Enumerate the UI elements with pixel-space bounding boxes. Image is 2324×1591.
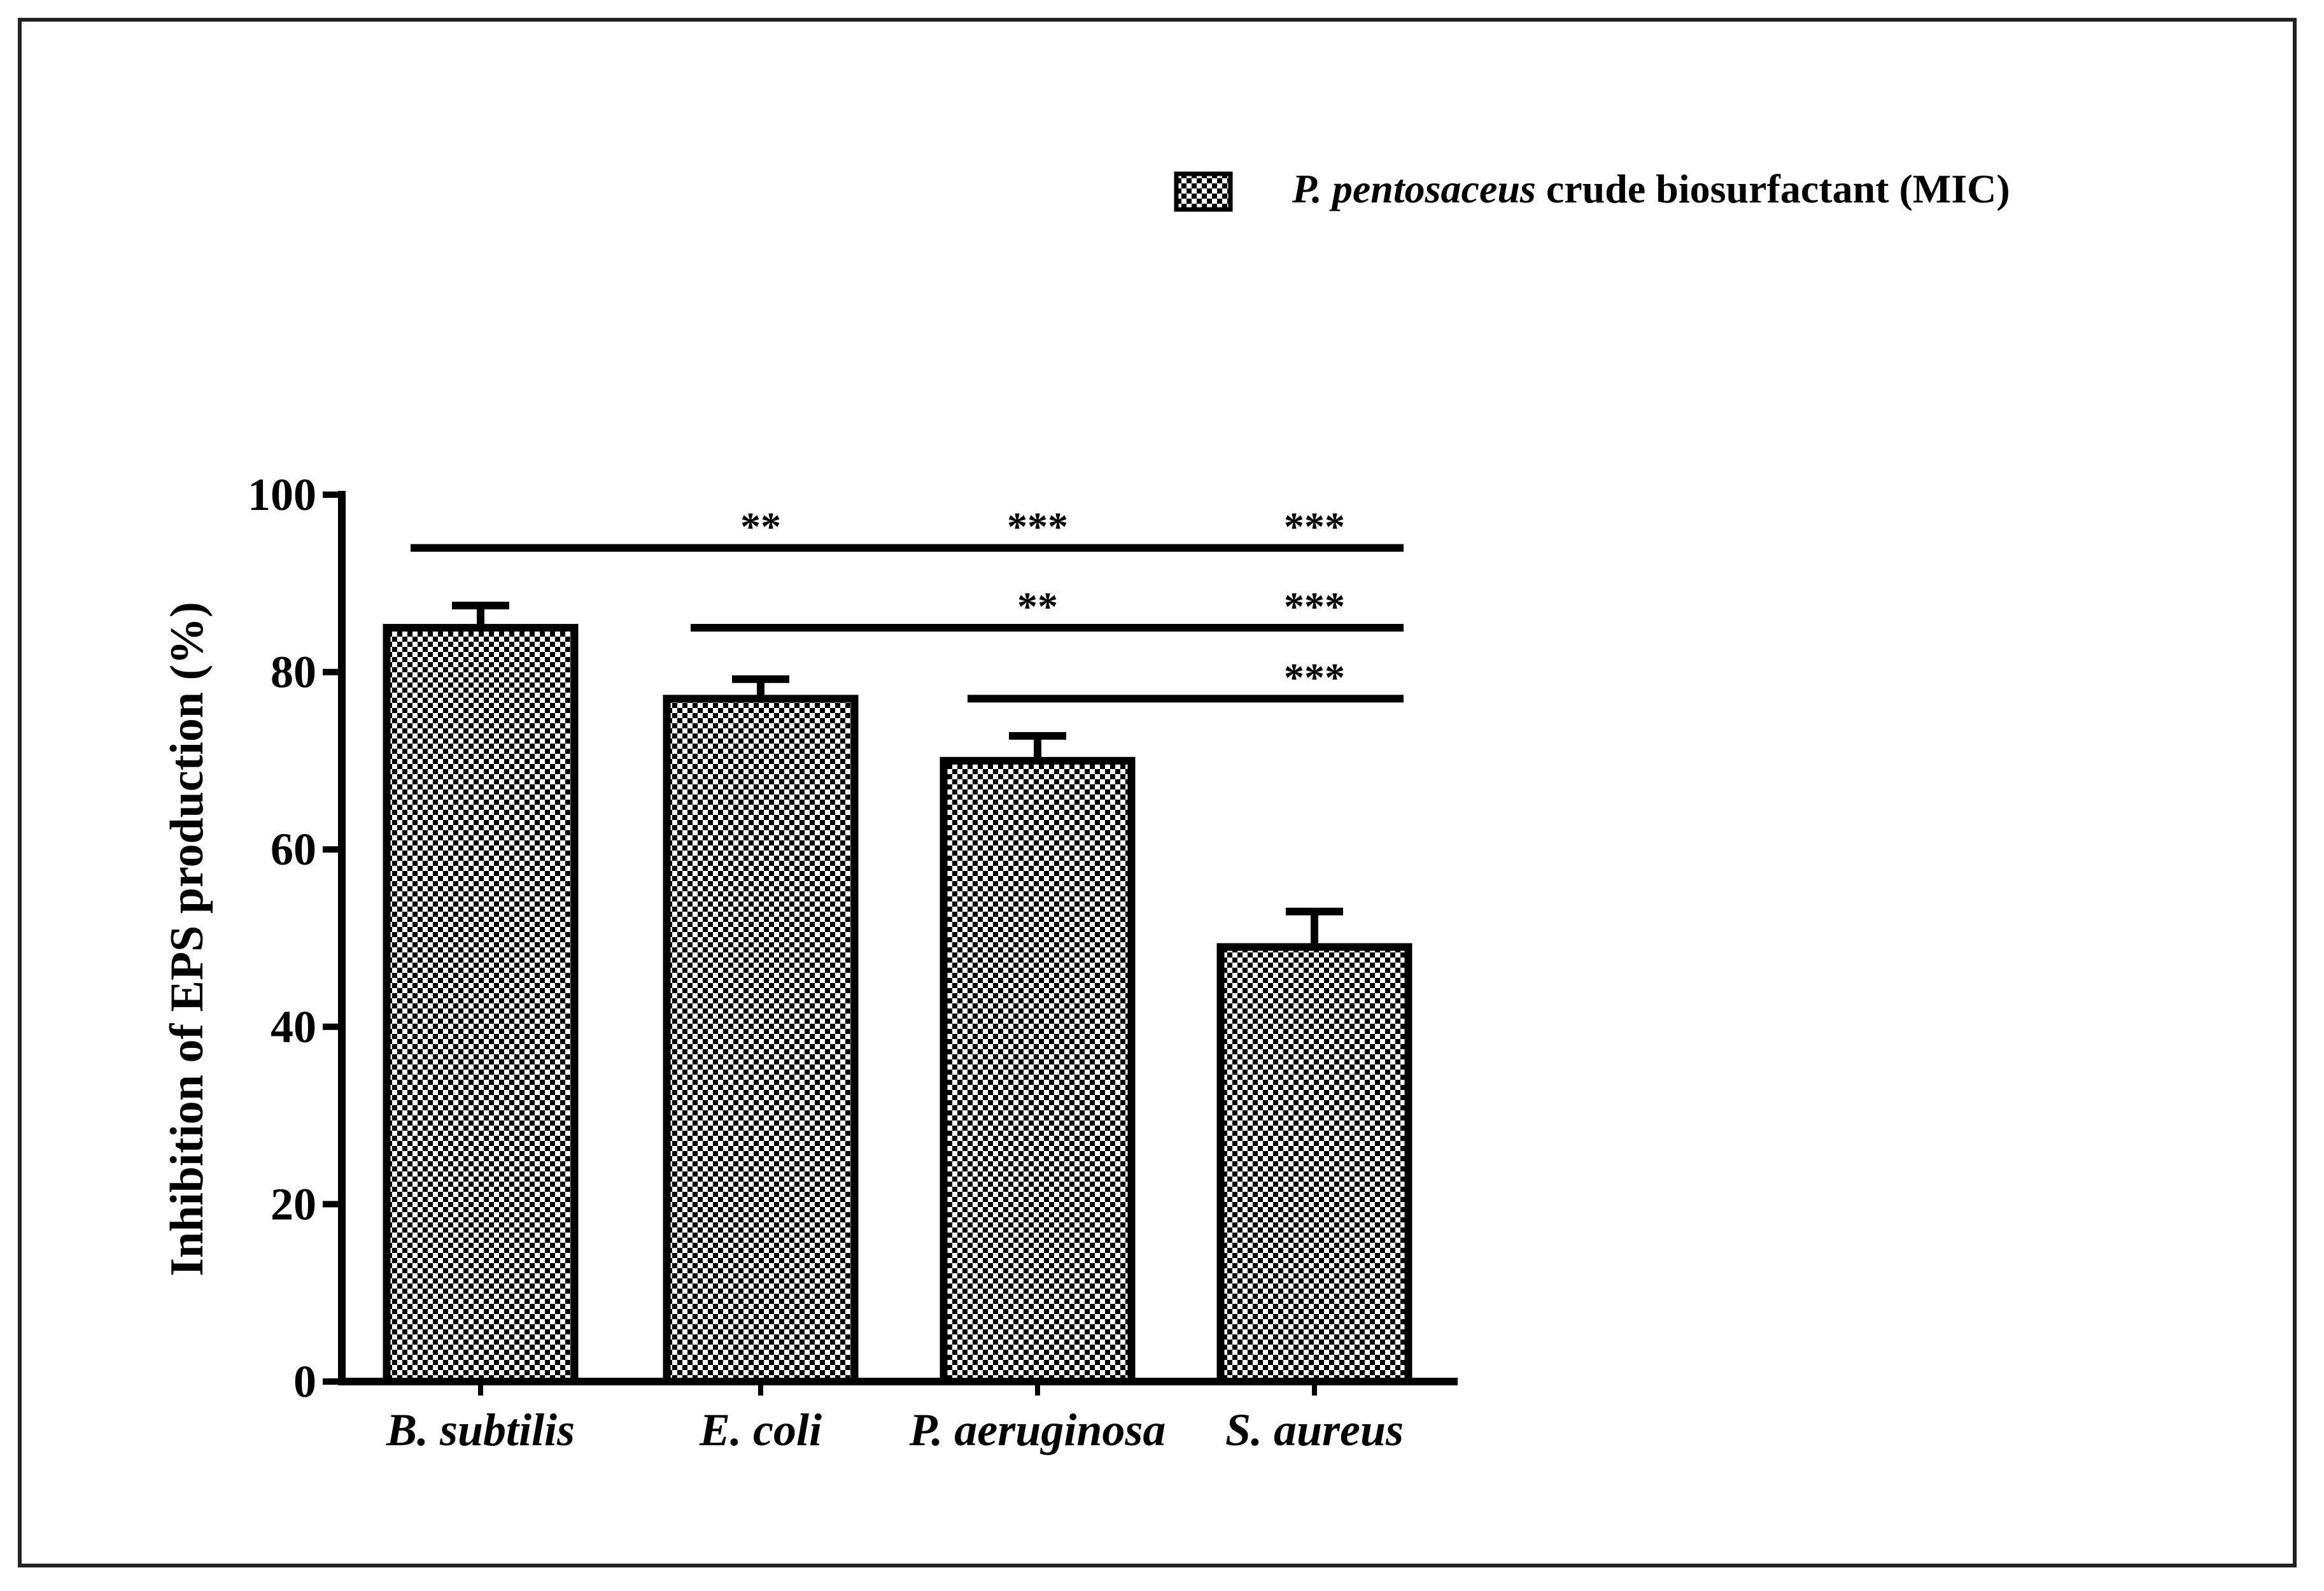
y-tick-label-4: 80 bbox=[271, 647, 316, 698]
y-tick-label-1: 20 bbox=[271, 1178, 316, 1229]
legend-label: P. pentosaceus crude biosurfactant (MIC) bbox=[1292, 166, 2010, 211]
y-tick-label-5: 100 bbox=[248, 469, 316, 520]
bar-1 bbox=[663, 695, 859, 1385]
bar-2 bbox=[940, 756, 1136, 1385]
significance-stars-1-0: ** bbox=[1017, 584, 1058, 629]
bar-3 bbox=[1216, 943, 1412, 1386]
significance-stars-2-0: *** bbox=[1284, 654, 1345, 700]
bar-0 bbox=[383, 623, 579, 1386]
y-tick-label-3: 60 bbox=[271, 824, 316, 875]
legend-swatch bbox=[1174, 171, 1233, 212]
x-tick-label-0: B. subtilis bbox=[386, 1404, 575, 1455]
x-tick-label-2: P. aeruginosa bbox=[909, 1404, 1166, 1455]
y-axis-label: Inhibition of EPS production (%) bbox=[161, 602, 213, 1276]
legend: P. pentosaceus crude biosurfactant (MIC) bbox=[1174, 166, 2010, 212]
x-tick-label-1: E. coli bbox=[699, 1404, 822, 1455]
significance-annotations: ** *** ***** ****** bbox=[411, 504, 1404, 703]
significance-stars-1-1: *** bbox=[1284, 584, 1345, 629]
significance-stars-0-0: ** bbox=[740, 504, 781, 549]
y-tick-label-0: 0 bbox=[293, 1356, 316, 1407]
significance-stars-0-1: *** bbox=[1007, 504, 1068, 549]
significance-stars-0-2: *** bbox=[1284, 504, 1345, 549]
axes: B. subtilis E. coli P. aeruginosa S. aureus… bbox=[248, 469, 1458, 1455]
bars bbox=[383, 602, 1412, 1386]
x-tick-label-3: S. aureus bbox=[1225, 1404, 1404, 1455]
y-tick-label-2: 40 bbox=[271, 1001, 316, 1052]
